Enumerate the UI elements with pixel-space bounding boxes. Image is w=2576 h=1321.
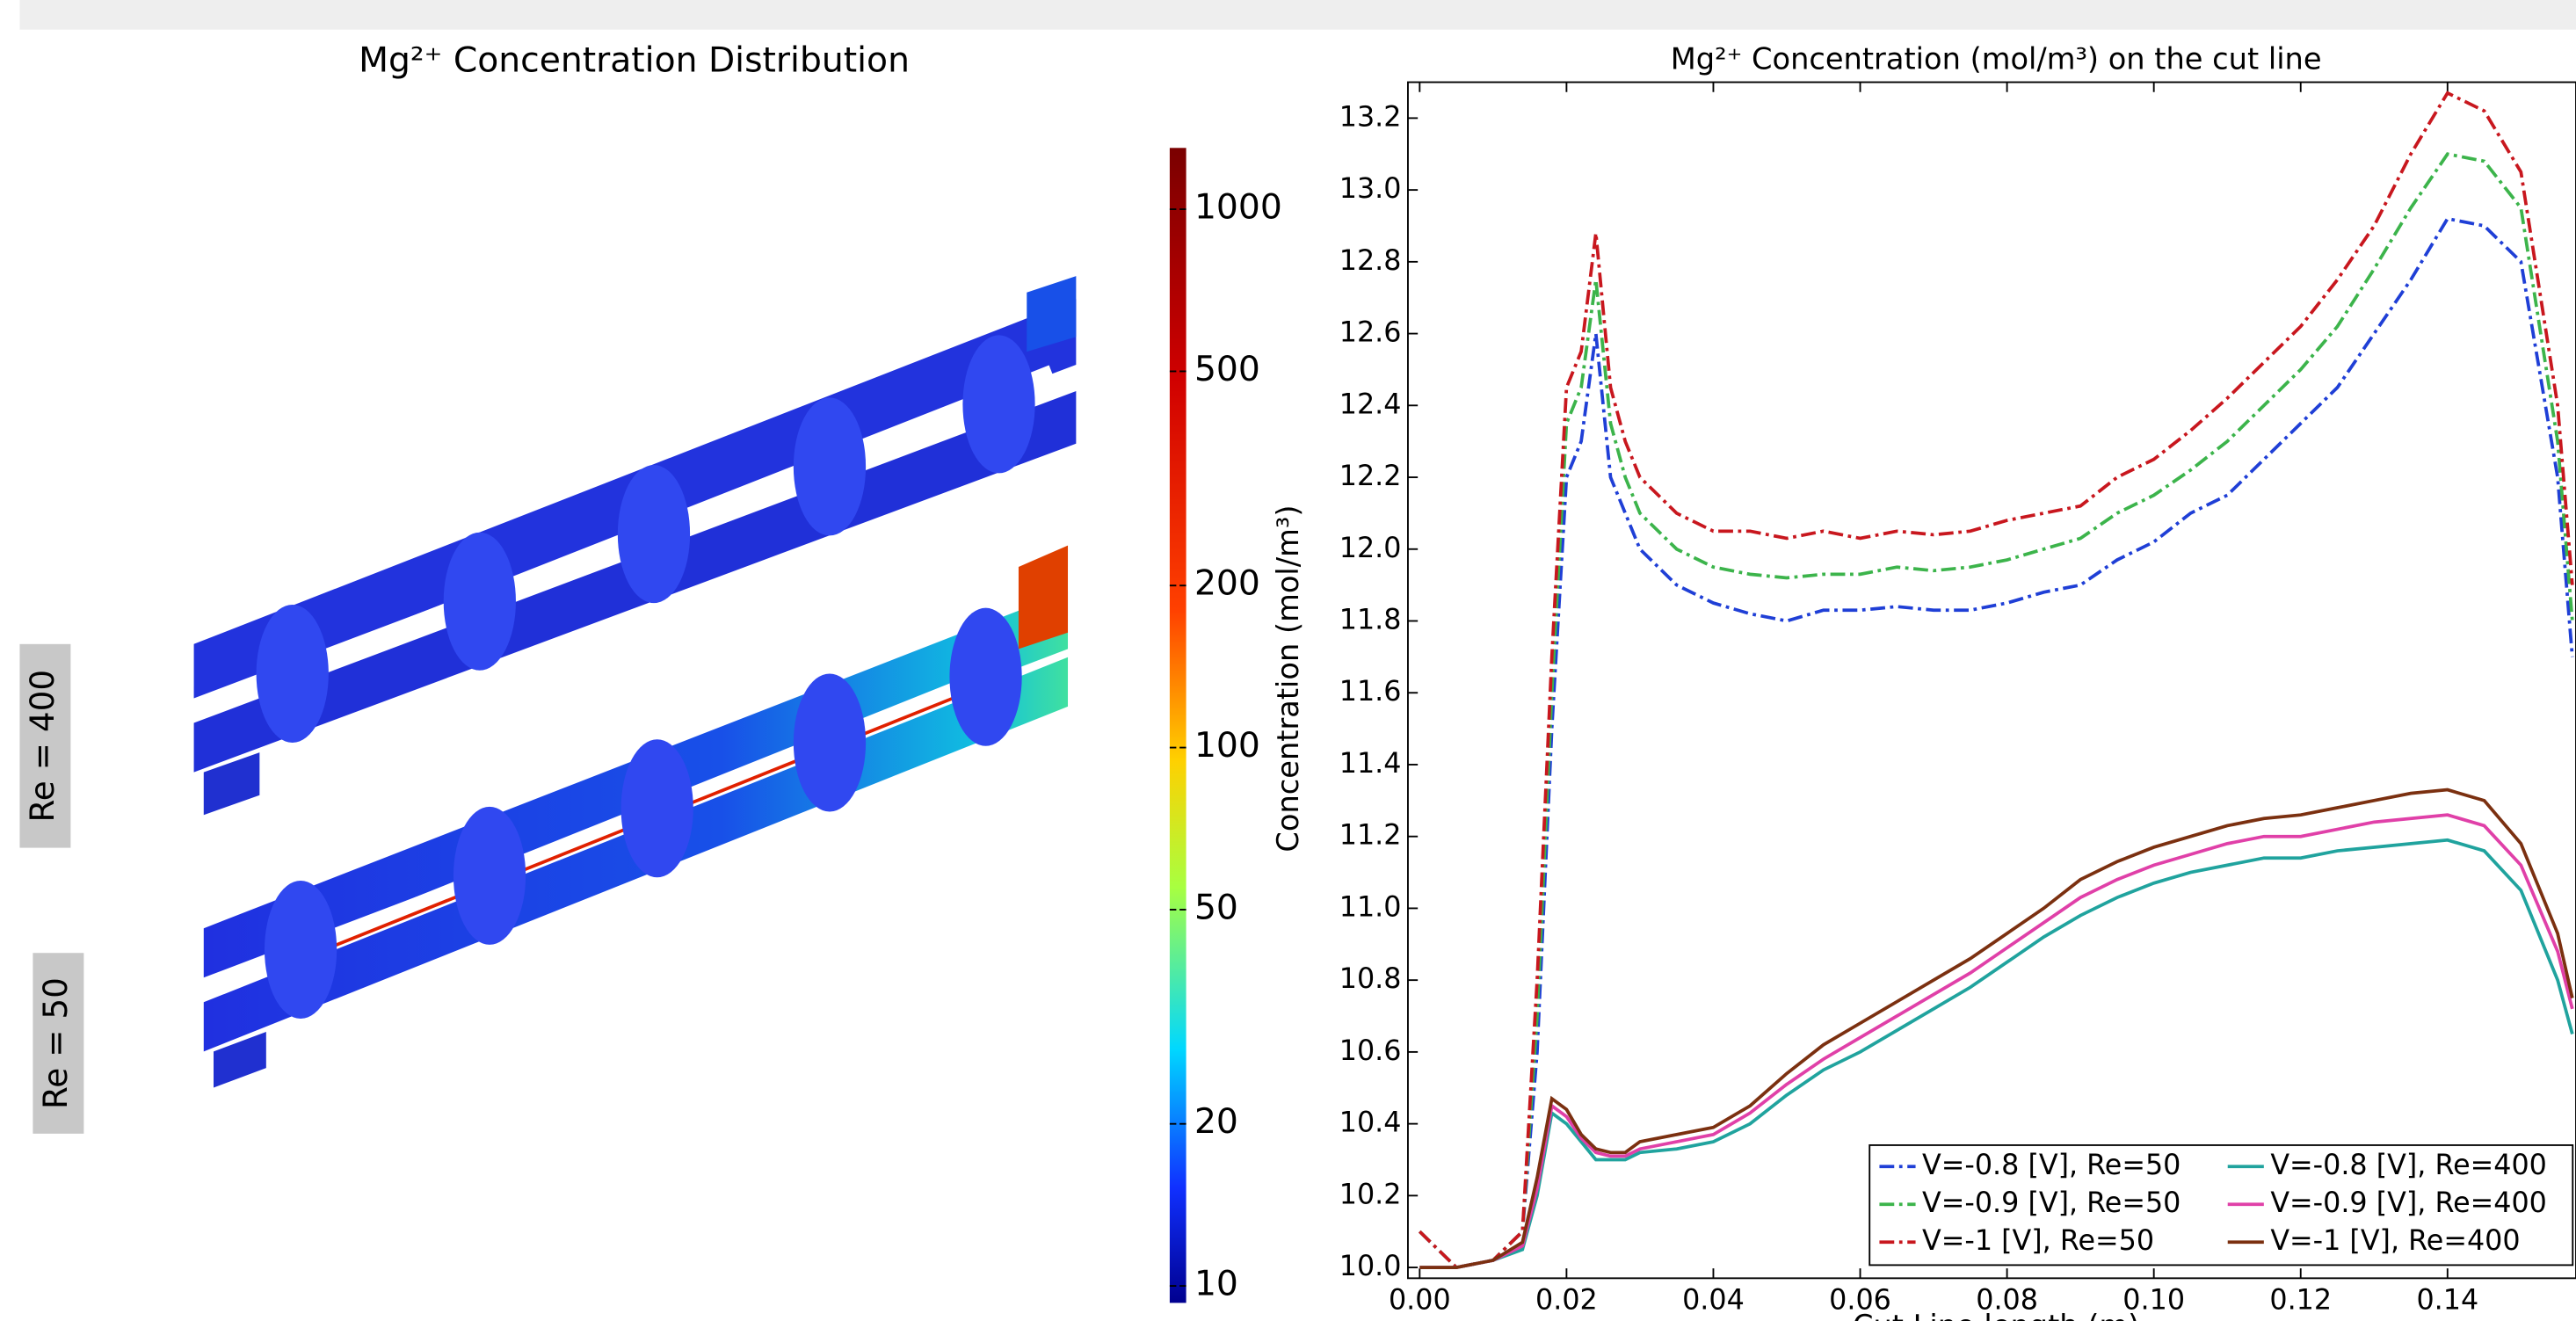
y-tick-label: 11.4 bbox=[1339, 748, 1402, 780]
y-tick-label: 12.0 bbox=[1339, 533, 1402, 564]
x-tick-label: 0.08 bbox=[1976, 1285, 2038, 1317]
y-tick-label: 13.0 bbox=[1339, 173, 1402, 205]
x-tick-label: 0.10 bbox=[2122, 1285, 2185, 1317]
legend-label: V=-0.8 [V], Re=400 bbox=[2270, 1150, 2547, 1181]
x-tick-label: 0.00 bbox=[1389, 1285, 1451, 1317]
render-3d bbox=[19, 276, 1076, 1134]
y-tick-label: 12.8 bbox=[1339, 245, 1402, 277]
plot-frame bbox=[1408, 83, 2576, 1279]
y-tick-label: 11.8 bbox=[1339, 605, 1402, 636]
y-tick-label: 11.0 bbox=[1339, 891, 1402, 923]
legend-label: V=-0.8 [V], Re=50 bbox=[1922, 1150, 2181, 1181]
data-line bbox=[1419, 93, 2572, 1267]
colorbar-tick-label: 20 bbox=[1194, 1102, 1238, 1142]
plot-lines bbox=[1419, 93, 2572, 1267]
page: {"chart_data": [ {"type": "image", "titl… bbox=[0, 0, 2576, 1321]
x-tick-label: 0.06 bbox=[1829, 1285, 1891, 1317]
colorbar-tick-label: 100 bbox=[1194, 726, 1260, 766]
x-tick-label: 0.12 bbox=[2269, 1285, 2332, 1317]
y-tick-label: 10.2 bbox=[1339, 1179, 1402, 1210]
panel-label: Re = 400 bbox=[23, 670, 62, 823]
y-tick-label: 12.2 bbox=[1339, 461, 1402, 492]
y-tick-label: 11.2 bbox=[1339, 820, 1402, 852]
data-line bbox=[1419, 154, 2572, 1267]
y-tick-label: 11.6 bbox=[1339, 676, 1402, 708]
colorbar bbox=[1170, 148, 1186, 1303]
screenshot: Mg²⁺ Concentration Distribution Re = 400 R… bbox=[0, 0, 2576, 1321]
y-tick-label: 10.0 bbox=[1339, 1251, 1402, 1282]
toolbar bbox=[19, 0, 2576, 30]
panel-label: Re = 50 bbox=[36, 977, 75, 1109]
data-line bbox=[1419, 219, 2572, 1267]
colorbar-tick-label: 50 bbox=[1194, 888, 1238, 927]
colorbar-tick-label: 200 bbox=[1194, 564, 1260, 604]
legend-label: V=-1 [V], Re=400 bbox=[2270, 1225, 2520, 1257]
y-tick-label: 10.4 bbox=[1339, 1107, 1402, 1139]
x-tick-label: 0.04 bbox=[1682, 1285, 1745, 1317]
x-tick-label: 0.02 bbox=[1535, 1285, 1598, 1317]
y-axis-label: Concentration (mol/m³) bbox=[1271, 505, 1305, 853]
colorbar-tick-label: 10 bbox=[1194, 1265, 1238, 1304]
legend-label: V=-1 [V], Re=50 bbox=[1922, 1225, 2154, 1257]
chart-title: Mg²⁺ Concentration (mol/m³) on the cut l… bbox=[1671, 42, 2322, 76]
x-tick-label: 0.14 bbox=[2416, 1285, 2478, 1317]
y-tick-label: 13.2 bbox=[1339, 101, 1402, 133]
y-tick-label: 10.6 bbox=[1339, 1035, 1402, 1067]
colorbar-tick-label: 1000 bbox=[1194, 188, 1282, 228]
y-tick-label: 12.4 bbox=[1339, 388, 1402, 420]
panel-title: Mg²⁺ Concentration Distribution bbox=[359, 41, 910, 81]
colorbar-tick-label: 500 bbox=[1194, 350, 1260, 389]
y-tick-label: 10.8 bbox=[1339, 963, 1402, 995]
legend-label: V=-0.9 [V], Re=50 bbox=[1922, 1187, 2181, 1219]
y-tick-label: 12.6 bbox=[1339, 317, 1402, 349]
legend-label: V=-0.9 [V], Re=400 bbox=[2270, 1187, 2547, 1219]
